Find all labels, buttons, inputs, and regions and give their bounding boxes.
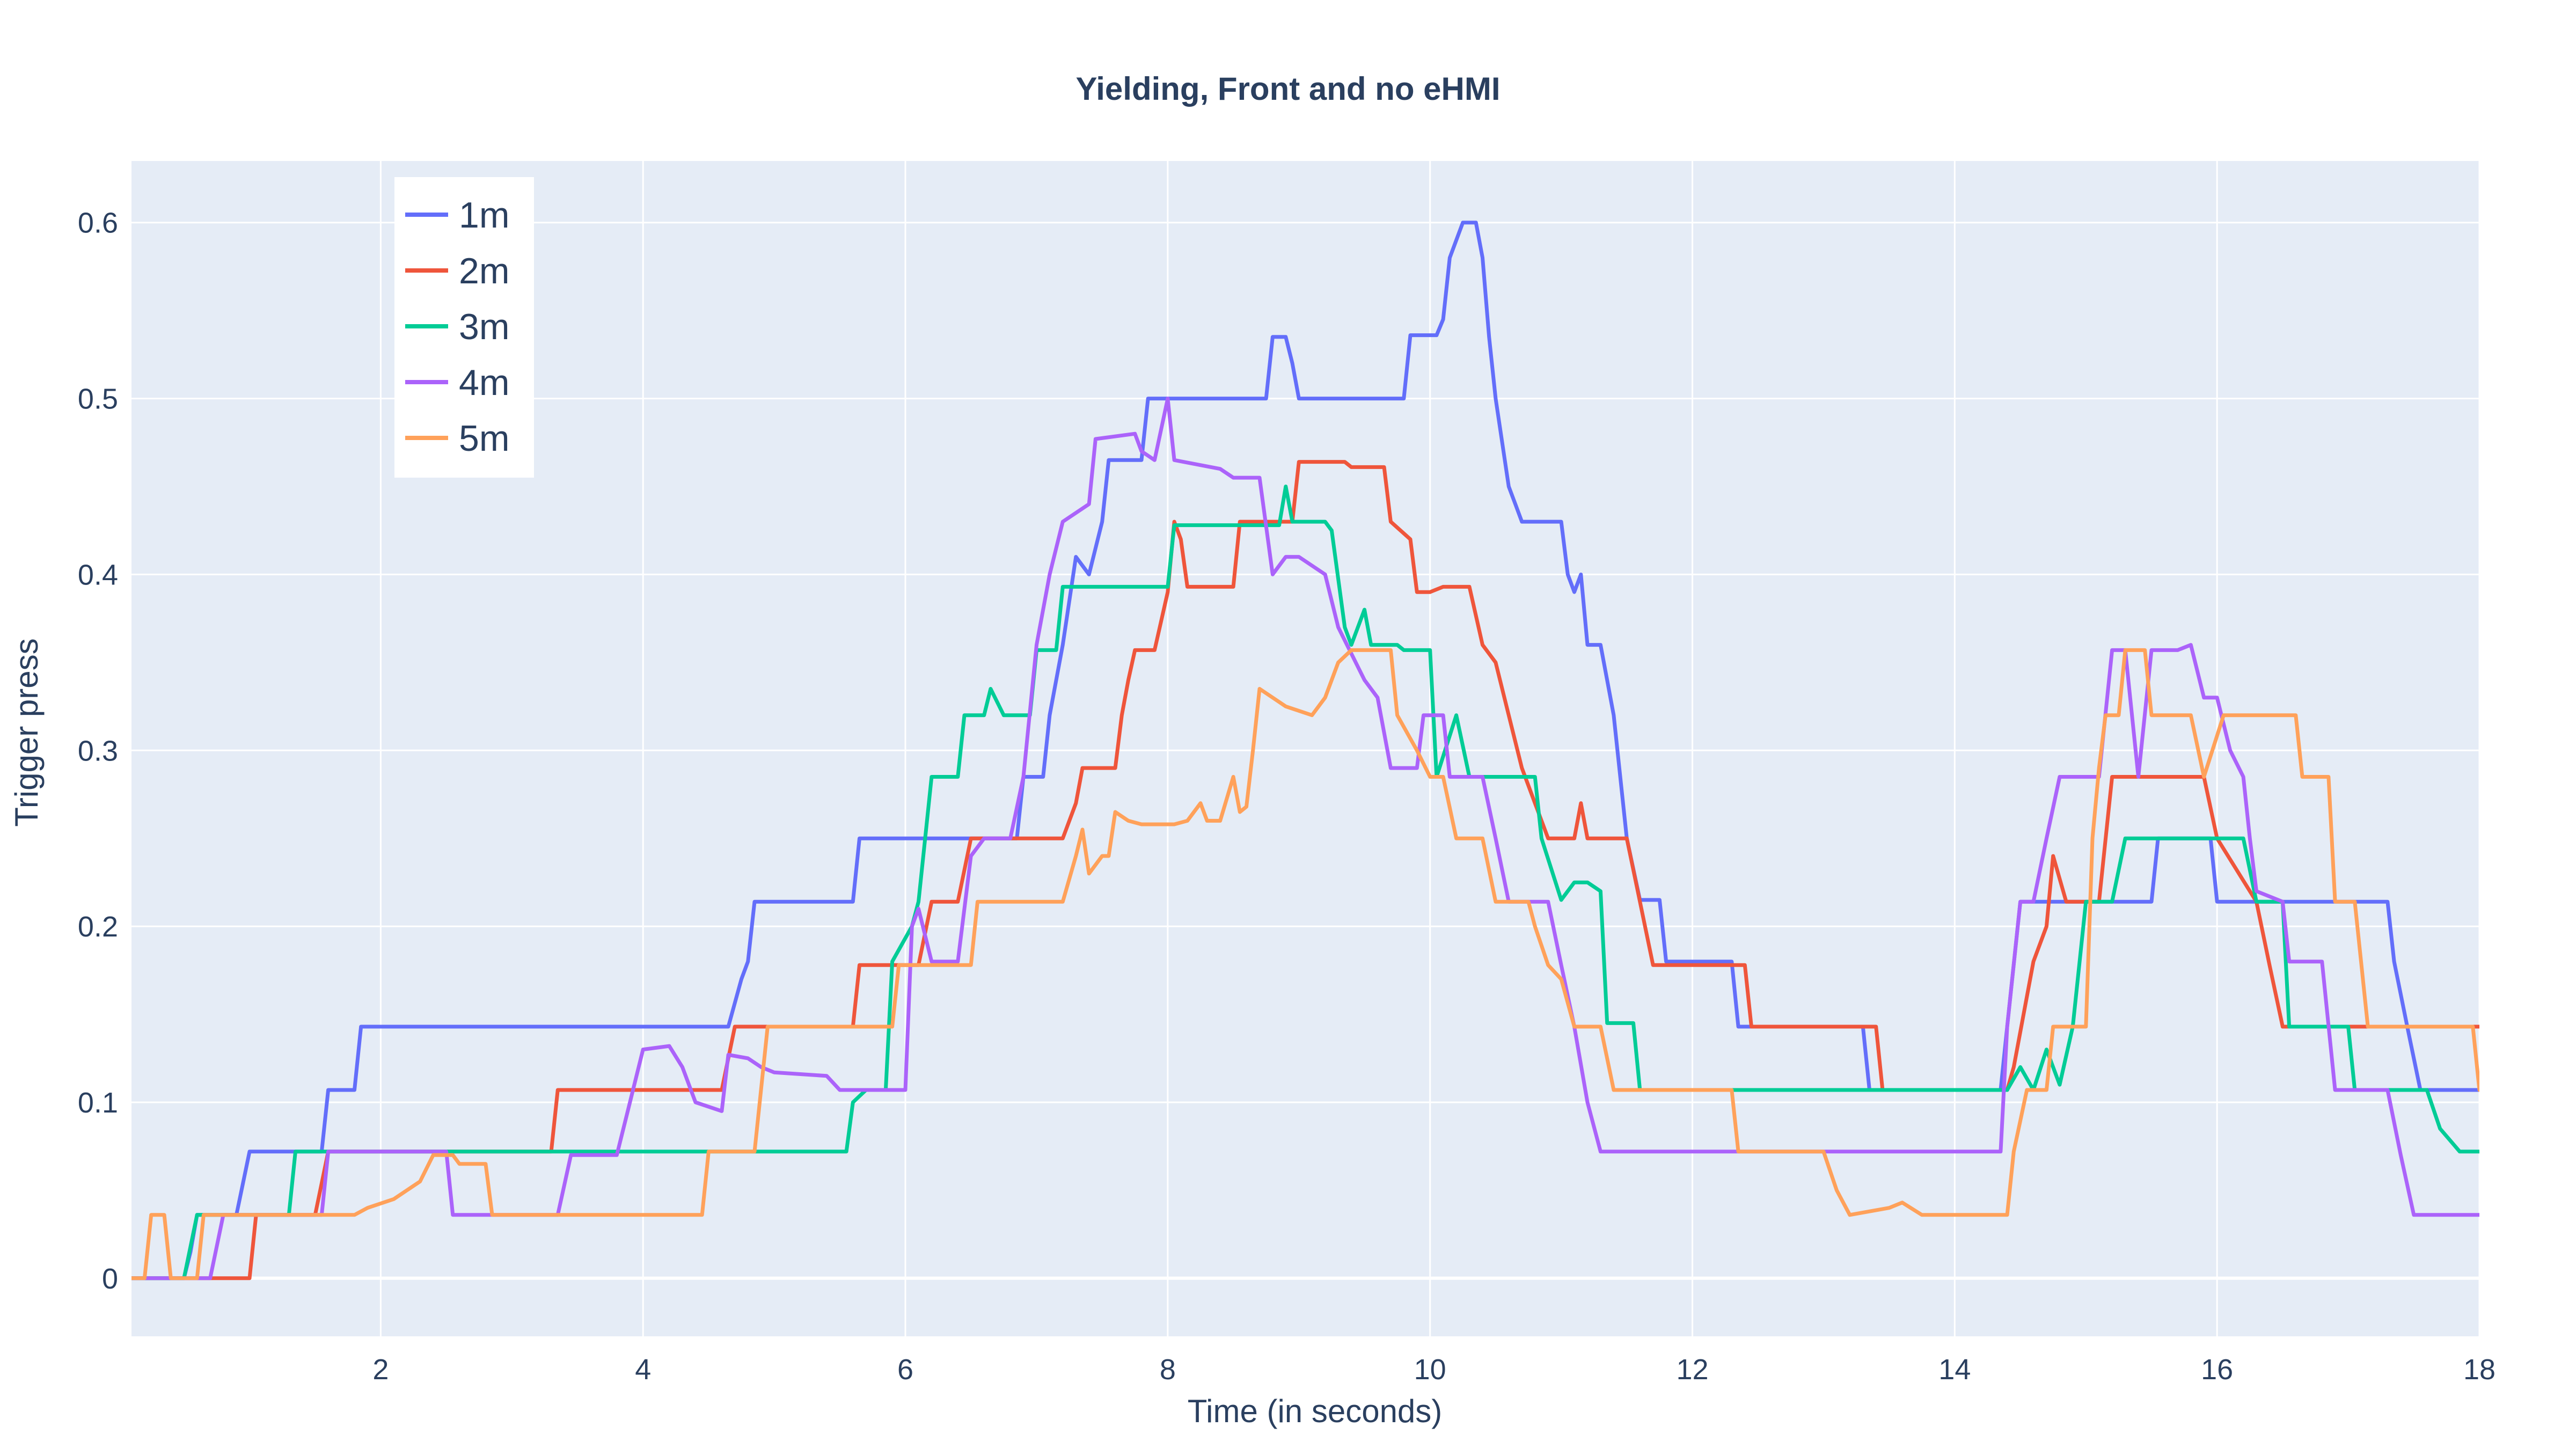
legend-label-4m: 4m	[459, 362, 509, 403]
series-line-3m	[131, 485, 2479, 1280]
y-tick-label: 0	[102, 1263, 118, 1295]
y-axis-ticks: 0 0.1 0.2 0.3 0.4 0.5 0.6	[78, 207, 118, 1295]
legend-label-5m: 5m	[459, 418, 509, 459]
y-tick-label: 0.2	[78, 911, 118, 943]
x-tick-label: 8	[1160, 1353, 1176, 1386]
x-tick-label: 2	[372, 1353, 389, 1386]
x-tick-label: 14	[1938, 1353, 1971, 1386]
y-axis-label: Trigger press	[9, 638, 45, 826]
x-tick-label: 10	[1414, 1353, 1446, 1386]
y-tick-label: 0.5	[78, 383, 118, 415]
series-lines	[131, 221, 2479, 1280]
legend-label-2m: 2m	[459, 251, 509, 291]
x-tick-label: 18	[2463, 1353, 2496, 1386]
y-tick-label: 0.3	[78, 735, 118, 767]
gridlines	[131, 161, 2480, 1336]
y-tick-label: 0.1	[78, 1087, 118, 1119]
chart-title: Yielding, Front and no eHMI	[1075, 71, 1500, 107]
x-axis-ticks: 2 4 6 8 10 12 14 16 18	[372, 1353, 2496, 1386]
legend-label-1m: 1m	[459, 195, 509, 236]
x-tick-label: 16	[2201, 1353, 2233, 1386]
legend-label-3m: 3m	[459, 306, 509, 347]
y-tick-label: 0.6	[78, 207, 118, 239]
series-line-4m	[131, 397, 2479, 1280]
legend: 1m 2m 3m 4m 5m	[394, 177, 534, 478]
x-axis-label: Time (in seconds)	[1188, 1393, 1443, 1429]
series-line-5m	[131, 648, 2479, 1280]
y-tick-label: 0.4	[78, 559, 118, 591]
x-tick-label: 4	[635, 1353, 651, 1386]
x-tick-label: 12	[1676, 1353, 1708, 1386]
x-tick-label: 6	[897, 1353, 913, 1386]
